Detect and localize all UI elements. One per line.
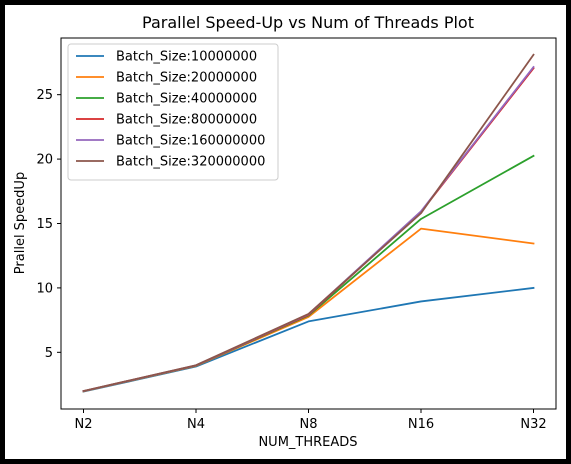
legend-label-2: Batch_Size:40000000 xyxy=(116,92,257,107)
y-axis: 5 10 15 20 25 xyxy=(36,88,61,361)
x-tick-label: N16 xyxy=(408,417,434,432)
x-tick-label: N8 xyxy=(300,417,318,432)
series-line-1 xyxy=(82,227,535,393)
legend-label-4: Batch_Size:160000000 xyxy=(116,134,265,149)
legend-box xyxy=(67,43,279,181)
x-tick-label: N32 xyxy=(520,417,546,432)
y-tick-label: 10 xyxy=(36,281,53,296)
series-line-5 xyxy=(82,53,535,393)
x-axis: N2 N4 N8 N16 N32 xyxy=(75,409,547,432)
x-tick-label: N2 xyxy=(75,417,93,432)
y-tick-label: 20 xyxy=(36,153,53,168)
x-tick-label: N4 xyxy=(187,417,205,432)
line-chart: Parallel Speed-Up vs Num of Threads Plot… xyxy=(13,13,557,450)
legend-label-0: Batch_Size:10000000 xyxy=(116,50,257,65)
legend-label-5: Batch_Size:320000000 xyxy=(116,155,265,170)
legend: Batch_Size:10000000 Batch_Size:20000000 Ba… xyxy=(67,43,279,181)
series-layer xyxy=(82,53,535,393)
y-axis-label: Prallel SpeedUp xyxy=(13,172,28,274)
series-line-2 xyxy=(82,154,535,393)
y-tick-label: 5 xyxy=(45,346,53,361)
y-tick-label: 15 xyxy=(36,217,53,232)
x-axis-label: NUM_THREADS xyxy=(258,435,357,450)
chart-title: Parallel Speed-Up vs Num of Threads Plot xyxy=(142,13,474,32)
legend-label-3: Batch_Size:80000000 xyxy=(116,113,257,128)
legend-label-1: Batch_Size:20000000 xyxy=(116,71,257,86)
chart-figure: Parallel Speed-Up vs Num of Threads Plot… xyxy=(5,5,566,459)
y-tick-label: 25 xyxy=(36,88,53,103)
